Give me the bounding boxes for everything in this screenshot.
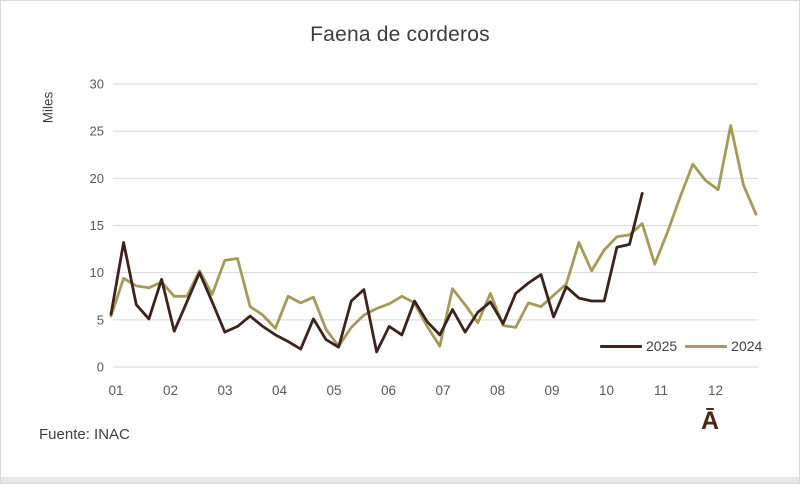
x-tick-label: 01	[108, 383, 123, 398]
series-line-2024	[109, 124, 758, 348]
source-note: Fuente: INAC	[39, 426, 130, 443]
x-tick-label: 06	[381, 383, 396, 398]
x-tick-label: 03	[217, 383, 232, 398]
y-tick-label: 10	[90, 265, 104, 280]
x-tick-label: 05	[326, 383, 341, 398]
x-tick-label: 07	[435, 383, 450, 398]
legend-swatch-2024	[685, 344, 728, 348]
x-tick-label: 11	[654, 383, 668, 398]
y-tick-label: 25	[90, 124, 104, 139]
bottom-strip	[1, 477, 799, 483]
y-tick-label: 5	[97, 312, 104, 327]
x-tick-label: 02	[163, 383, 178, 398]
x-tick-label: 04	[272, 383, 288, 398]
watermark-letter: Ā	[701, 407, 720, 435]
x-tick-label: 08	[490, 383, 505, 398]
legend-label-2025: 2025	[646, 338, 678, 354]
legend-swatch-2025	[600, 344, 642, 348]
y-tick-label: 15	[90, 218, 104, 233]
y-tick-label: 30	[90, 77, 104, 92]
legend: 2025 2024	[600, 338, 762, 354]
x-tick-label: 12	[708, 383, 723, 398]
series-line-2025	[109, 191, 644, 354]
y-tick-label: 20	[90, 171, 104, 186]
chart-title: Faena de corderos	[310, 23, 490, 46]
x-tick-label: 09	[544, 383, 559, 398]
y-tick-label: 0	[97, 360, 104, 375]
legend-label-2024: 2024	[731, 338, 763, 354]
x-tick-label: 10	[599, 383, 614, 398]
